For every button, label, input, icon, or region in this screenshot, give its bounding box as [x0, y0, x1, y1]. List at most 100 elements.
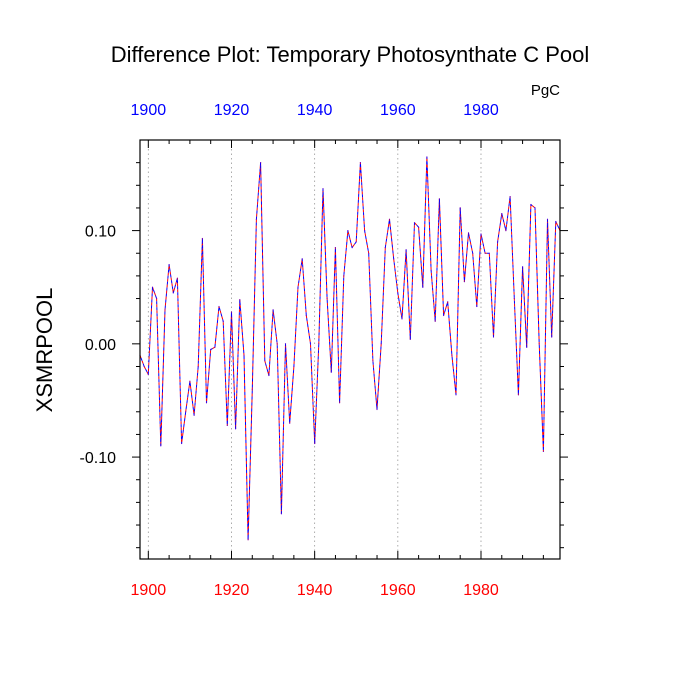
data-point-1994 — [538, 343, 540, 345]
data-point-1936 — [297, 286, 299, 288]
data-point-1996 — [546, 218, 549, 220]
data-point-1945 — [334, 247, 336, 249]
x-tick-label-bottom-1940: 1940 — [297, 582, 333, 599]
y-tick-label-0.00: 0.00 — [85, 337, 116, 354]
series-line-blue — [139, 156, 561, 541]
data-point-1944 — [330, 371, 332, 373]
series-line-red — [139, 156, 561, 541]
data-point-1907 — [176, 277, 178, 279]
data-point-1938 — [305, 314, 307, 317]
data-point-1928 — [264, 360, 266, 362]
data-point-1916 — [214, 346, 216, 348]
data-point-1992 — [530, 203, 532, 206]
data-point-1951 — [359, 162, 361, 164]
y-tick-label--0.10: -0.10 — [80, 450, 117, 467]
data-point-1956 — [380, 343, 382, 345]
data-point-1978 — [472, 252, 474, 254]
data-point-1988 — [513, 297, 515, 300]
tick-labels: 1900 1920 1940 1960 1980 1900 1920 1940 1960 1980… — [80, 102, 499, 599]
data-point-1968 — [430, 269, 432, 271]
data-point-1923 — [243, 354, 245, 356]
data-point-1990 — [522, 266, 524, 268]
data-point-1917 — [218, 305, 220, 308]
data-point-1927 — [260, 162, 262, 164]
data-point-1964 — [413, 222, 416, 224]
data-point-1985 — [501, 213, 503, 215]
data-point-1969 — [434, 320, 436, 322]
data-point-1921 — [235, 428, 237, 430]
data-point-1959 — [393, 258, 395, 260]
data-point-1919 — [226, 424, 228, 426]
x-tick-label-top-1960: 1960 — [380, 102, 416, 119]
data-point-1925 — [251, 388, 253, 390]
data-point-1949 — [351, 247, 353, 249]
x-tick-label-bottom-1900: 1900 — [131, 582, 167, 599]
data-point-1995 — [542, 450, 545, 452]
axes — [139, 139, 561, 560]
data-point-1930 — [272, 309, 274, 311]
data-point-1953 — [368, 252, 370, 254]
x-tick-label-bottom-1920: 1920 — [214, 582, 250, 599]
data-point-1961 — [401, 318, 403, 320]
data-point-1905 — [168, 264, 170, 266]
data-point-1974 — [455, 394, 457, 396]
data-point-1960 — [397, 292, 399, 294]
data-point-1932 — [280, 513, 282, 515]
data-point-1967 — [426, 156, 428, 158]
data-point-1943 — [326, 297, 328, 300]
data-point-1976 — [463, 281, 465, 283]
data-point-1989 — [517, 394, 520, 396]
data-point-1970 — [438, 198, 440, 200]
data-point-1947 — [343, 275, 345, 277]
data-point-1998 — [555, 220, 557, 223]
data-point-1912 — [197, 365, 199, 368]
data-point-1971 — [443, 314, 445, 317]
data-point-1934 — [289, 422, 291, 424]
data-point-1924 — [247, 539, 249, 541]
grid-lines — [147, 140, 482, 559]
chart-units-label: PgC — [531, 82, 560, 99]
data-point-1941 — [318, 343, 320, 345]
data-point-1904 — [164, 309, 166, 311]
plot-frame — [139, 139, 561, 560]
data-point-1987 — [509, 196, 511, 198]
data-point-1910 — [189, 380, 191, 382]
data-point-1993 — [534, 207, 536, 209]
data-point-1901 — [151, 286, 154, 288]
data-point-1906 — [172, 292, 174, 294]
data-point-1957 — [384, 247, 386, 249]
data-point-1982 — [488, 252, 490, 254]
data-point-1973 — [451, 354, 453, 356]
axis-ticks — [132, 140, 568, 559]
x-tick-label-top-1980: 1980 — [463, 102, 499, 119]
data-point-1948 — [347, 230, 349, 232]
data-point-1922 — [239, 299, 241, 301]
data-point-1915 — [210, 348, 212, 351]
data-point-1952 — [364, 230, 366, 232]
data-point-1929 — [268, 374, 270, 377]
data-point-1981 — [484, 252, 486, 254]
data-point-1977 — [467, 232, 470, 234]
data-point-1900 — [147, 373, 149, 375]
data-point-1986 — [505, 230, 507, 232]
data-point-1933 — [284, 343, 287, 345]
data-point-1950 — [355, 241, 357, 243]
x-tick-label-top-1900: 1900 — [131, 102, 167, 119]
data-point-1946 — [339, 402, 341, 404]
data-point-1918 — [222, 320, 224, 322]
data-series — [139, 156, 561, 541]
data-point-1972 — [447, 301, 449, 303]
data-point-1962 — [405, 249, 407, 251]
data-point-1911 — [193, 414, 195, 416]
data-point-1902 — [156, 297, 158, 300]
data-point-1899 — [143, 365, 145, 368]
data-point-1954 — [372, 360, 374, 362]
data-point-1966 — [422, 286, 424, 288]
y-tick-label-0.10: 0.10 — [85, 224, 116, 241]
data-point-1963 — [409, 338, 411, 340]
data-point-1958 — [388, 218, 391, 220]
data-point-1939 — [309, 343, 312, 345]
data-point-1920 — [230, 311, 233, 313]
data-point-1980 — [480, 233, 482, 235]
